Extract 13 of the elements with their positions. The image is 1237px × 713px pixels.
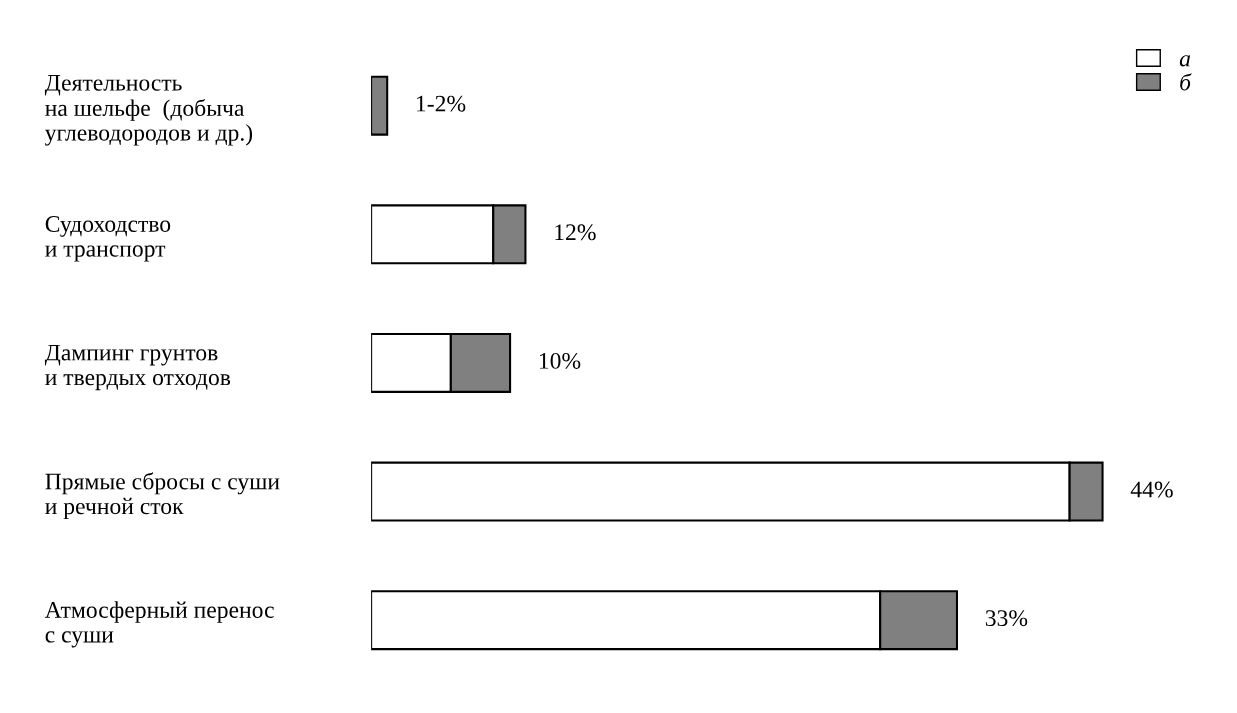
- y-tick-label: Деятельность на шельфе (добыча углеводородов и др.): [44, 75, 253, 146]
- y-tick-label: Дампинг грунтов и твердых отходов: [44, 344, 231, 391]
- annotation: 10%: [539, 352, 581, 369]
- y-tick-label: Прямые сбросы с суши и речной сток: [45, 472, 280, 520]
- annotation: 1-2%: [417, 95, 466, 112]
- bar: [371, 75, 389, 136]
- annotation: 33%: [985, 610, 1028, 627]
- legend-label: б: [1180, 73, 1192, 91]
- legend-label: а: [1179, 55, 1191, 67]
- y-tick-label: Судоходство и транспорт: [45, 216, 171, 262]
- annotation: 12%: [555, 224, 596, 241]
- y-tick-label: Атмосферный перенос с суши: [44, 601, 274, 648]
- text: 44%: [1130, 481, 1173, 498]
